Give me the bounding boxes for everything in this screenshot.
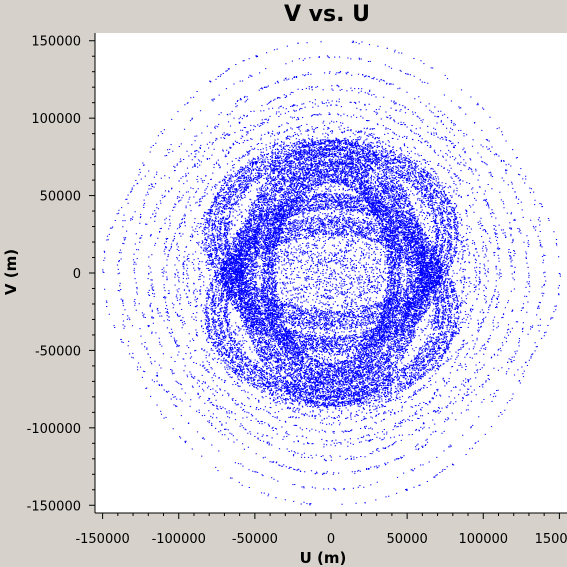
y-tick-label: -50000 <box>35 344 81 359</box>
x-tick-label: -100000 <box>152 532 206 547</box>
x-axis-ticks: -150000 -100000 -50000 0 50000 100000 150000 <box>75 513 567 547</box>
y-tick-label: 50000 <box>40 190 81 205</box>
y-tick-label: 150000 <box>31 35 81 50</box>
x-axis-label: U (m) <box>300 549 347 567</box>
x-tick-label: 150000 <box>535 532 567 547</box>
scatter-points <box>102 40 561 506</box>
plot-area <box>95 33 567 513</box>
chart-title: V vs. U <box>284 2 370 27</box>
y-tick-label: -150000 <box>27 499 81 514</box>
x-tick-label: 50000 <box>386 532 427 547</box>
x-tick-label: -50000 <box>232 532 278 547</box>
x-tick-label: 100000 <box>458 532 508 547</box>
y-axis-ticks: -150000 -100000 -50000 0 50000 100000 150000 <box>27 35 95 514</box>
y-tick-label: 0 <box>73 267 81 282</box>
y-axis-label: V (m) <box>2 249 20 295</box>
y-tick-label: 100000 <box>31 112 81 127</box>
y-tick-label: -100000 <box>27 422 81 437</box>
x-tick-label: -150000 <box>75 532 129 547</box>
uv-points <box>102 40 561 506</box>
x-tick-label: 0 <box>327 532 335 547</box>
